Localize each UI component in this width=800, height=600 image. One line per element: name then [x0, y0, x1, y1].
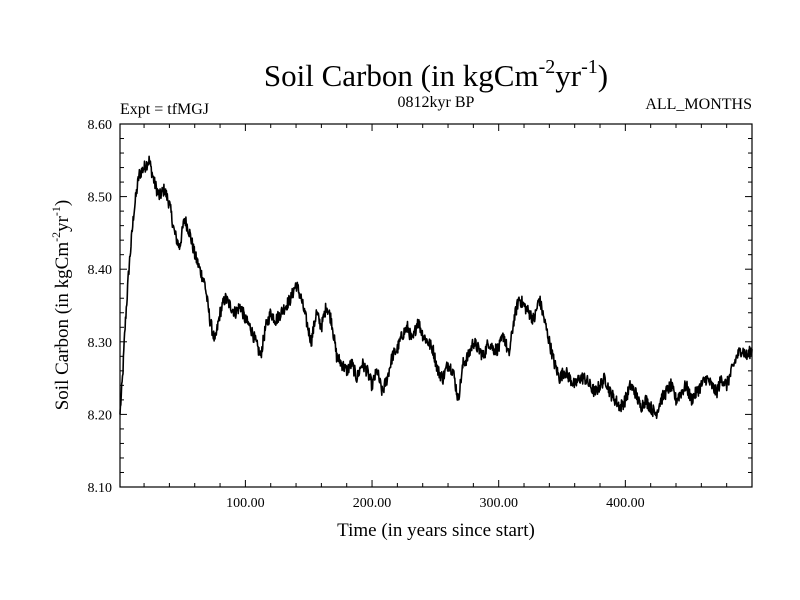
period-label: 0812kyr BP: [398, 94, 475, 111]
x-axis: 100.00 200.00 300.00 400.00: [143, 124, 728, 511]
y-tick-label: 8.60: [88, 118, 113, 133]
plot-frame: [119, 123, 753, 488]
y-axis-label: Soil Carbon (in kgCm-2yr-1): [49, 200, 73, 411]
x-tick-label: 400.00: [606, 496, 645, 511]
y-tick-label: 8.20: [88, 408, 113, 423]
y-tick-label: 8.40: [88, 263, 113, 278]
experiment-label: Expt = tfMGJ: [120, 101, 209, 118]
y-axis: 8.10 8.20 8.30 8.40 8.50 8.60: [88, 118, 752, 496]
y-tick-label: 8.30: [88, 336, 113, 351]
x-tick-label: 100.00: [226, 496, 265, 511]
y-tick-label: 8.10: [88, 481, 113, 496]
x-tick-label: 300.00: [479, 496, 518, 511]
x-axis-label: Time (in years since start): [337, 520, 535, 541]
months-label: ALL_MONTHS: [645, 96, 752, 113]
chart-title: Soil Carbon (in kgCm-2yr-1): [264, 56, 608, 93]
y-tick-label: 8.50: [88, 191, 113, 206]
x-tick-label: 200.00: [353, 496, 392, 511]
soil-carbon-series-line: [119, 155, 753, 420]
